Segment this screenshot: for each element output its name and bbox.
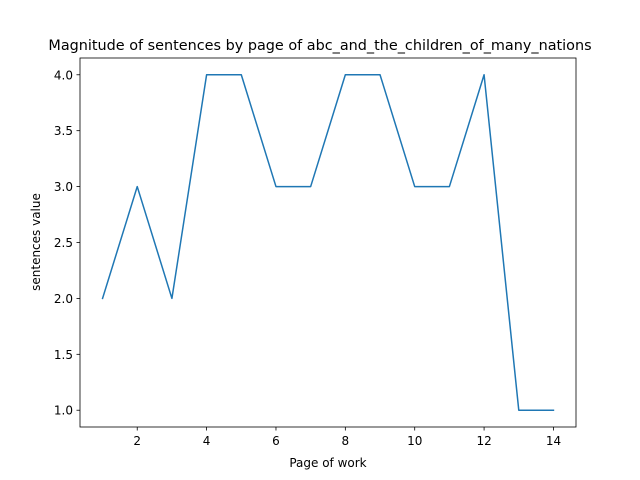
y-tick-label: 1.0 bbox=[54, 404, 73, 418]
y-tick-label: 3.0 bbox=[54, 180, 73, 194]
y-tick-label: 3.5 bbox=[54, 124, 73, 138]
x-tick-label: 8 bbox=[342, 434, 350, 448]
x-axis-ticks: 2 4 6 8 10 12 14 bbox=[133, 427, 561, 448]
y-axis-ticks: 1.0 1.5 2.0 2.5 3.0 3.5 4.0 bbox=[54, 68, 80, 418]
x-tick-label: 6 bbox=[272, 434, 280, 448]
x-tick-label: 2 bbox=[133, 434, 141, 448]
x-tick-label: 4 bbox=[203, 434, 211, 448]
y-axis-label: sentences value bbox=[29, 193, 43, 291]
y-tick-label: 4.0 bbox=[54, 68, 73, 82]
chart-title: Magnitude of sentences by page of abc_an… bbox=[48, 38, 591, 54]
x-tick-label: 14 bbox=[546, 434, 561, 448]
y-tick-label: 2.5 bbox=[54, 236, 73, 250]
y-tick-label: 1.5 bbox=[54, 348, 73, 362]
series-line bbox=[101, 74, 555, 411]
x-tick-label: 12 bbox=[476, 434, 491, 448]
x-axis-label: Page of work bbox=[289, 456, 366, 470]
plot-area-frame bbox=[79, 57, 577, 428]
y-tick-label: 2.0 bbox=[54, 292, 73, 306]
series-group bbox=[101, 74, 555, 411]
x-tick-label: 10 bbox=[407, 434, 422, 448]
